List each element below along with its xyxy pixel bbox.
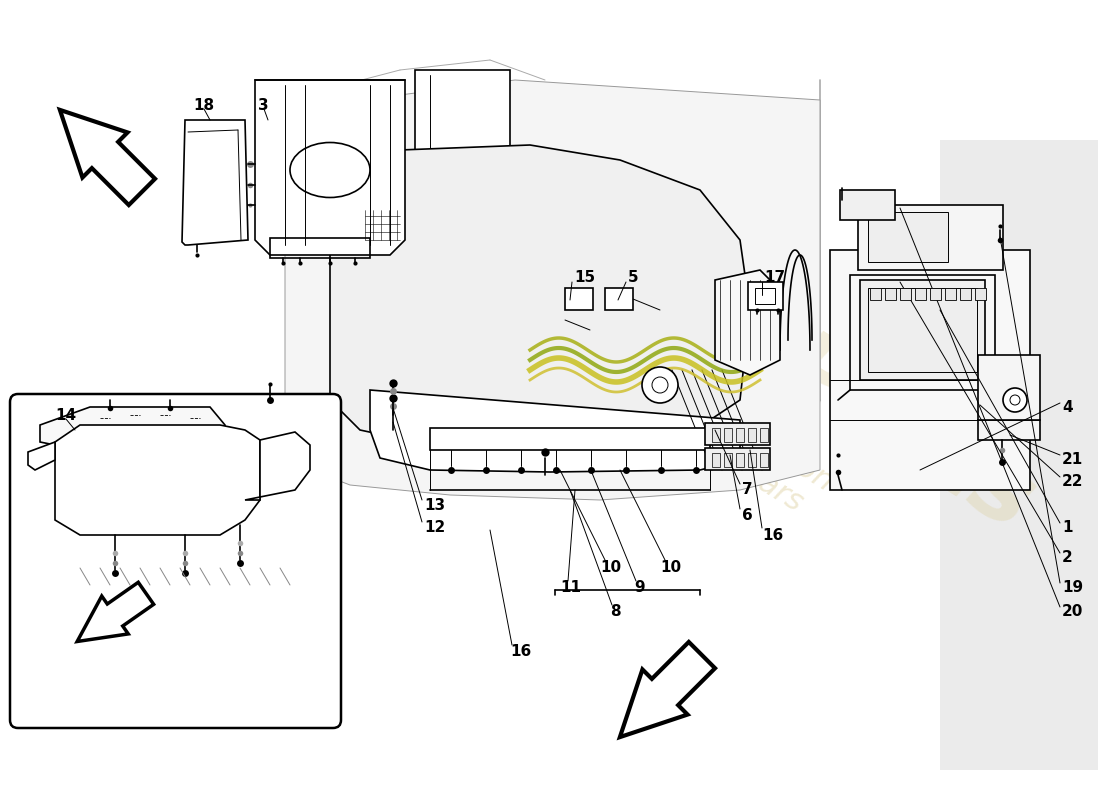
- Bar: [736, 453, 744, 467]
- Bar: [760, 428, 768, 442]
- Polygon shape: [715, 270, 780, 375]
- Text: 21: 21: [1062, 453, 1084, 467]
- Text: 18: 18: [192, 98, 215, 113]
- Polygon shape: [415, 70, 510, 270]
- Bar: [565, 288, 593, 310]
- Bar: [270, 238, 370, 258]
- Text: a passion
for cars: a passion for cars: [682, 395, 838, 525]
- Polygon shape: [245, 432, 310, 500]
- Bar: [868, 288, 977, 372]
- Text: 1: 1: [1062, 521, 1072, 535]
- Text: 12: 12: [424, 521, 446, 535]
- Polygon shape: [77, 582, 154, 642]
- Circle shape: [642, 367, 678, 403]
- Text: 10: 10: [660, 561, 681, 575]
- Text: 8: 8: [610, 605, 620, 619]
- Bar: [705, 423, 770, 445]
- Text: 14: 14: [55, 407, 76, 422]
- Bar: [945, 288, 956, 300]
- Text: 6: 6: [742, 507, 752, 522]
- Bar: [748, 428, 756, 442]
- FancyBboxPatch shape: [10, 394, 341, 728]
- Circle shape: [1010, 395, 1020, 405]
- Text: 19: 19: [1062, 581, 1084, 595]
- Bar: [748, 453, 756, 467]
- Bar: [736, 428, 744, 442]
- Bar: [915, 288, 926, 300]
- Polygon shape: [182, 120, 248, 245]
- Circle shape: [652, 377, 668, 393]
- Bar: [705, 448, 770, 470]
- Bar: [975, 288, 986, 300]
- Text: 4: 4: [1062, 401, 1072, 415]
- Bar: [860, 280, 984, 380]
- Bar: [850, 275, 996, 390]
- Text: euroParts: euroParts: [549, 190, 1050, 550]
- Polygon shape: [55, 425, 260, 535]
- Text: 16: 16: [762, 527, 783, 542]
- Text: 17: 17: [764, 270, 785, 286]
- Text: 9: 9: [634, 579, 645, 594]
- Text: 2: 2: [1062, 550, 1072, 566]
- Bar: [868, 212, 948, 262]
- Bar: [755, 288, 775, 304]
- Text: 3: 3: [258, 98, 268, 113]
- Circle shape: [1003, 388, 1027, 412]
- Text: 11: 11: [560, 579, 581, 594]
- Polygon shape: [370, 390, 740, 472]
- Bar: [430, 428, 710, 450]
- Text: 5: 5: [628, 270, 639, 286]
- Text: 10: 10: [600, 561, 621, 575]
- Bar: [605, 288, 632, 310]
- Bar: [978, 355, 1040, 420]
- Bar: [840, 190, 895, 220]
- Polygon shape: [285, 80, 820, 500]
- Polygon shape: [940, 140, 1098, 770]
- Bar: [858, 205, 1003, 270]
- Bar: [712, 428, 720, 442]
- Polygon shape: [255, 80, 405, 255]
- Polygon shape: [28, 442, 55, 470]
- Bar: [930, 288, 940, 300]
- Bar: [978, 420, 1040, 440]
- Text: 22: 22: [1062, 474, 1084, 490]
- Polygon shape: [330, 145, 750, 450]
- Bar: [724, 428, 732, 442]
- Polygon shape: [59, 110, 155, 205]
- Bar: [960, 288, 971, 300]
- Text: 15: 15: [574, 270, 595, 286]
- Bar: [724, 453, 732, 467]
- Text: 13: 13: [424, 498, 446, 514]
- Polygon shape: [620, 642, 715, 737]
- Text: 20: 20: [1062, 605, 1084, 619]
- Bar: [870, 288, 881, 300]
- Bar: [712, 453, 720, 467]
- Polygon shape: [40, 407, 225, 452]
- Bar: [886, 288, 896, 300]
- Text: 16: 16: [510, 645, 531, 659]
- Text: 7: 7: [742, 482, 752, 498]
- Bar: [760, 453, 768, 467]
- Bar: [748, 282, 783, 310]
- Bar: [900, 288, 911, 300]
- Bar: [830, 250, 1030, 490]
